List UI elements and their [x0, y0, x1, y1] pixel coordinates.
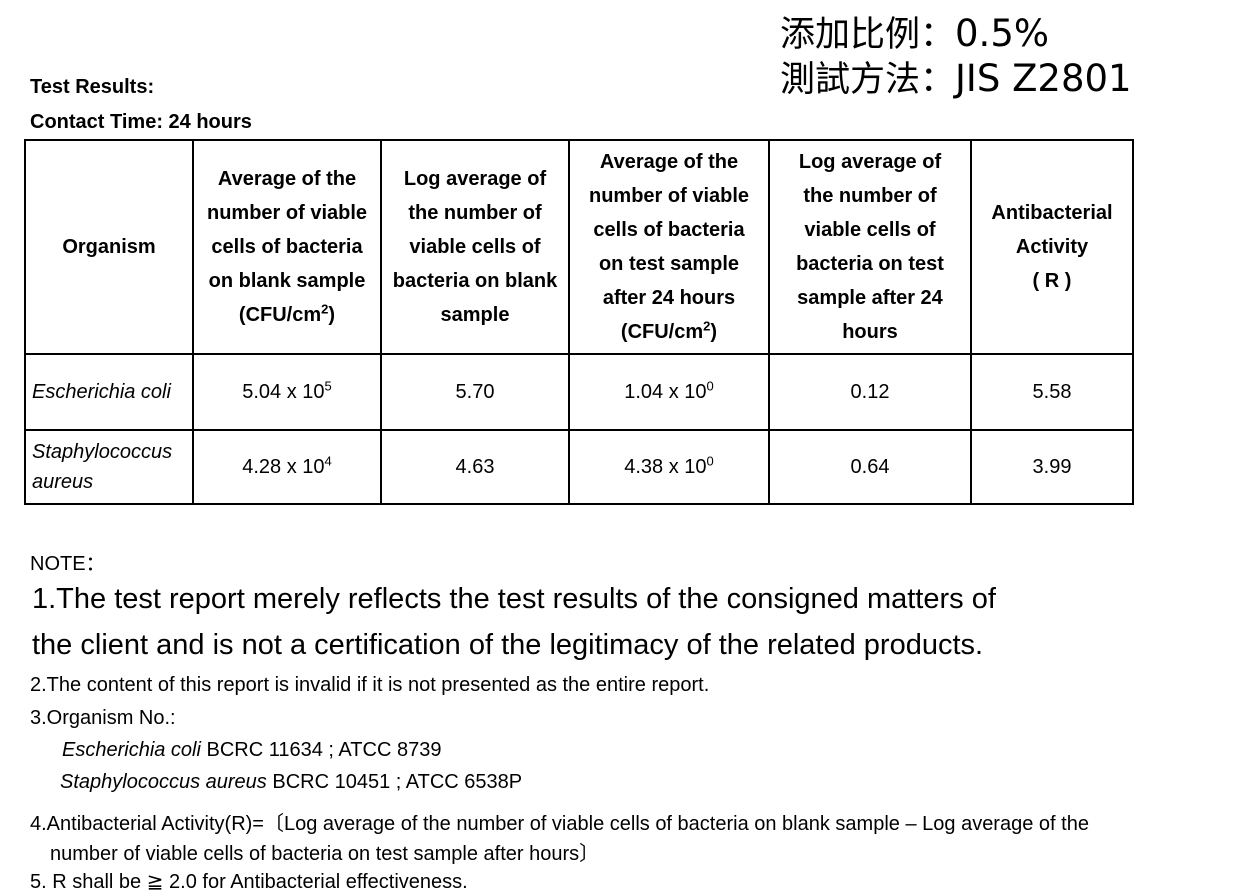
test-log-cell: 0.64 [768, 429, 972, 505]
results-table: Organism Average of the number of viable… [24, 139, 1134, 505]
col-organism: Organism [24, 139, 194, 355]
col-test-log: Log average of the number of viable cell… [768, 139, 972, 355]
test-average-cell: 4.38 x 100 [568, 429, 770, 505]
blank-average-cell: 4.28 x 104 [192, 429, 382, 505]
col-blank-log: Log average of the number of viable cell… [380, 139, 570, 355]
additive-ratio-value: 0.5% [955, 12, 1050, 55]
col-antibacterial-activity: Antibacterial Activity ( R ) [970, 139, 1134, 355]
organism-cell: Staphylococcus aureus [24, 429, 194, 505]
note-2: 2.The content of this report is invalid … [30, 674, 710, 696]
note-3-organism-ecoli: Escherichia coli BCRC 11634 ; ATCC 8739 [62, 739, 442, 761]
table-row: Staphylococcus aureus 4.28 x 104 4.63 4.3… [24, 429, 1134, 505]
activity-cell: 5.58 [970, 353, 1134, 431]
note-4-line-1: 4.Antibacterial Activity(R)=〔Log average… [30, 813, 1089, 835]
table-row: Escherichia coli 5.04 x 105 5.70 1.04 x … [24, 353, 1134, 431]
note-1-line-2: the client and is not a certification of… [32, 629, 984, 661]
col-test-average: Average of the number of viable cells of… [568, 139, 770, 355]
note-title: NOTE： [30, 553, 106, 575]
test-method: 測試方法：JIS Z2801 [780, 57, 1132, 102]
additive-ratio-label: 添加比例： [780, 15, 956, 55]
organism-cell: Escherichia coli [24, 353, 194, 431]
activity-cell: 3.99 [970, 429, 1134, 505]
test-log-cell: 0.12 [768, 353, 972, 431]
note-3-organism-saureus: Staphylococcus aureus BCRC 10451 ; ATCC … [60, 771, 523, 793]
contact-time: Contact Time: 24 hours [30, 111, 252, 133]
note-1-line-1: 1.The test report merely reflects the te… [32, 583, 996, 615]
test-results-title: Test Results: [30, 76, 155, 98]
note-3: 3.Organism No.: [30, 707, 176, 729]
blank-log-cell: 4.63 [380, 429, 570, 505]
test-method-value: JIS Z2801 [955, 57, 1132, 100]
note-4-line-2: number of viable cells of bacteria on te… [50, 843, 600, 865]
additive-ratio: 添加比例：0.5% [780, 12, 1049, 57]
test-method-label: 測試方法： [780, 60, 956, 100]
blank-average-cell: 5.04 x 105 [192, 353, 382, 431]
table-header-row: Organism Average of the number of viable… [24, 139, 1134, 355]
blank-log-cell: 5.70 [380, 353, 570, 431]
test-average-cell: 1.04 x 100 [568, 353, 770, 431]
col-blank-average: Average of the number of viable cells of… [192, 139, 382, 355]
note-5: 5. R shall be ≧ 2.0 for Antibacterial ef… [30, 871, 468, 893]
